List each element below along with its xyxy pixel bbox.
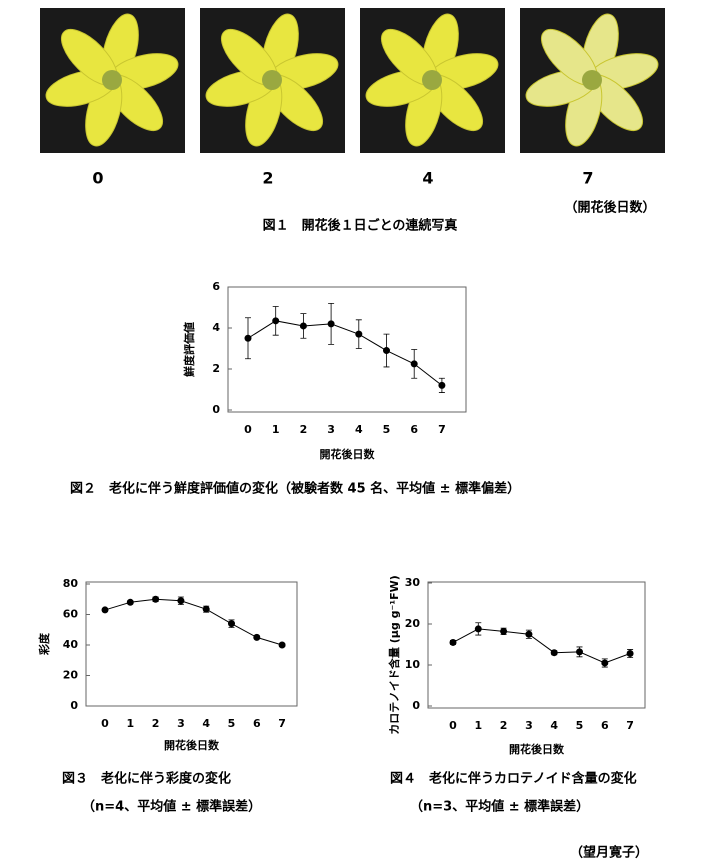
point — [550, 649, 558, 657]
photo-label: 2 — [262, 169, 273, 188]
point — [626, 650, 634, 658]
point — [355, 330, 363, 338]
x-tick-label: 2 — [300, 423, 308, 436]
figure4-caption: 図４ 老化に伴うカロテノイド含量の変化 — [390, 771, 637, 787]
point — [500, 627, 508, 635]
point — [299, 322, 307, 330]
point — [253, 633, 261, 641]
point — [410, 360, 418, 368]
point — [449, 638, 457, 646]
point — [438, 381, 446, 389]
point — [383, 347, 390, 355]
flower — [525, 13, 659, 147]
x-tick-label: 4 — [550, 719, 558, 732]
flower-center — [582, 70, 602, 90]
y-tick-label: 0 — [70, 699, 78, 712]
y-tick-label: 10 — [405, 658, 421, 671]
line — [452, 628, 631, 664]
y-tick-label: 4 — [212, 321, 220, 334]
x-tick-label: 1 — [272, 423, 280, 436]
point — [576, 648, 583, 656]
y-tick-label: 0 — [412, 699, 420, 712]
flower — [365, 13, 499, 147]
point — [601, 659, 609, 667]
figure3-subcaption: （n=4、平均値 ± 標準誤差） — [82, 799, 261, 815]
point — [202, 605, 210, 613]
y-tick-label: 80 — [63, 577, 79, 590]
figure3-caption: 図３ 老化に伴う彩度の変化 — [62, 771, 231, 787]
y-tick-label: 20 — [63, 669, 79, 682]
x-tick-label: 5 — [228, 717, 236, 730]
point — [152, 595, 160, 603]
flower — [45, 13, 179, 147]
flower-center — [102, 70, 122, 90]
plot-frame — [85, 581, 298, 707]
point — [327, 320, 335, 328]
x-tick-label: 5 — [383, 423, 391, 436]
x-tick-label: 4 — [355, 423, 363, 436]
line — [247, 320, 443, 386]
x-tick-label: 0 — [101, 717, 109, 730]
figure1-caption: 図１ 開花後１日ごとの連続写真 — [263, 218, 458, 234]
point — [228, 620, 235, 628]
x-tick-label: 2 — [500, 719, 508, 732]
photo-label: 0 — [92, 169, 103, 188]
point — [177, 597, 185, 605]
figure2-caption: 図２ 老化に伴う鮮度評価値の変化（被験者数 45 名、平均値 ± 標準偏差） — [70, 481, 520, 497]
y-tick-label: 20 — [405, 617, 421, 630]
plot-frame — [427, 581, 646, 709]
point — [525, 630, 533, 638]
figure4-subcaption: （n=3、平均値 ± 標準誤差） — [410, 799, 589, 815]
y-tick-label: 30 — [405, 576, 421, 589]
y-axis-label: 彩度 — [37, 632, 51, 656]
x-tick-label: 3 — [525, 719, 533, 732]
x-tick-label: 3 — [177, 717, 185, 730]
y-tick-label: 2 — [212, 362, 220, 375]
x-tick-label: 6 — [253, 717, 261, 730]
x-axis-label: 開花後日数 — [320, 447, 376, 461]
plot-frame — [227, 286, 467, 413]
x-tick-label: 6 — [410, 423, 418, 436]
photo-unit: （開花後日数） — [564, 200, 655, 216]
flower-center — [262, 70, 282, 90]
x-tick-label: 1 — [126, 717, 134, 730]
x-tick-label: 4 — [202, 717, 210, 730]
y-tick-label: 40 — [63, 638, 79, 651]
point — [126, 598, 134, 606]
flower — [205, 13, 339, 147]
x-axis-label: 開花後日数 — [164, 738, 220, 752]
x-tick-label: 0 — [244, 423, 252, 436]
y-tick-label: 6 — [212, 280, 220, 293]
y-axis-label: 鮮度評価値 — [182, 322, 196, 377]
x-tick-label: 7 — [278, 717, 286, 730]
x-tick-label: 3 — [327, 423, 335, 436]
point — [101, 606, 109, 614]
y-axis-label: カロテノイド含量 (μg g⁻¹FW) — [387, 575, 401, 735]
x-tick-label: 7 — [438, 423, 446, 436]
author: （望月寛子） — [570, 845, 648, 861]
photo-label: 4 — [422, 169, 433, 188]
y-tick-label: 60 — [63, 608, 79, 621]
photo-label: 7 — [582, 169, 593, 188]
flower-center — [422, 70, 442, 90]
y-tick-label: 0 — [212, 403, 220, 416]
point — [278, 641, 286, 649]
point — [474, 625, 482, 633]
point — [272, 317, 280, 325]
x-tick-label: 5 — [576, 719, 584, 732]
x-tick-label: 1 — [474, 719, 482, 732]
x-tick-label: 0 — [449, 719, 457, 732]
x-tick-label: 6 — [601, 719, 609, 732]
point — [244, 334, 252, 342]
x-tick-label: 7 — [626, 719, 634, 732]
x-tick-label: 2 — [152, 717, 160, 730]
line — [104, 598, 283, 646]
x-axis-label: 開花後日数 — [509, 742, 565, 756]
